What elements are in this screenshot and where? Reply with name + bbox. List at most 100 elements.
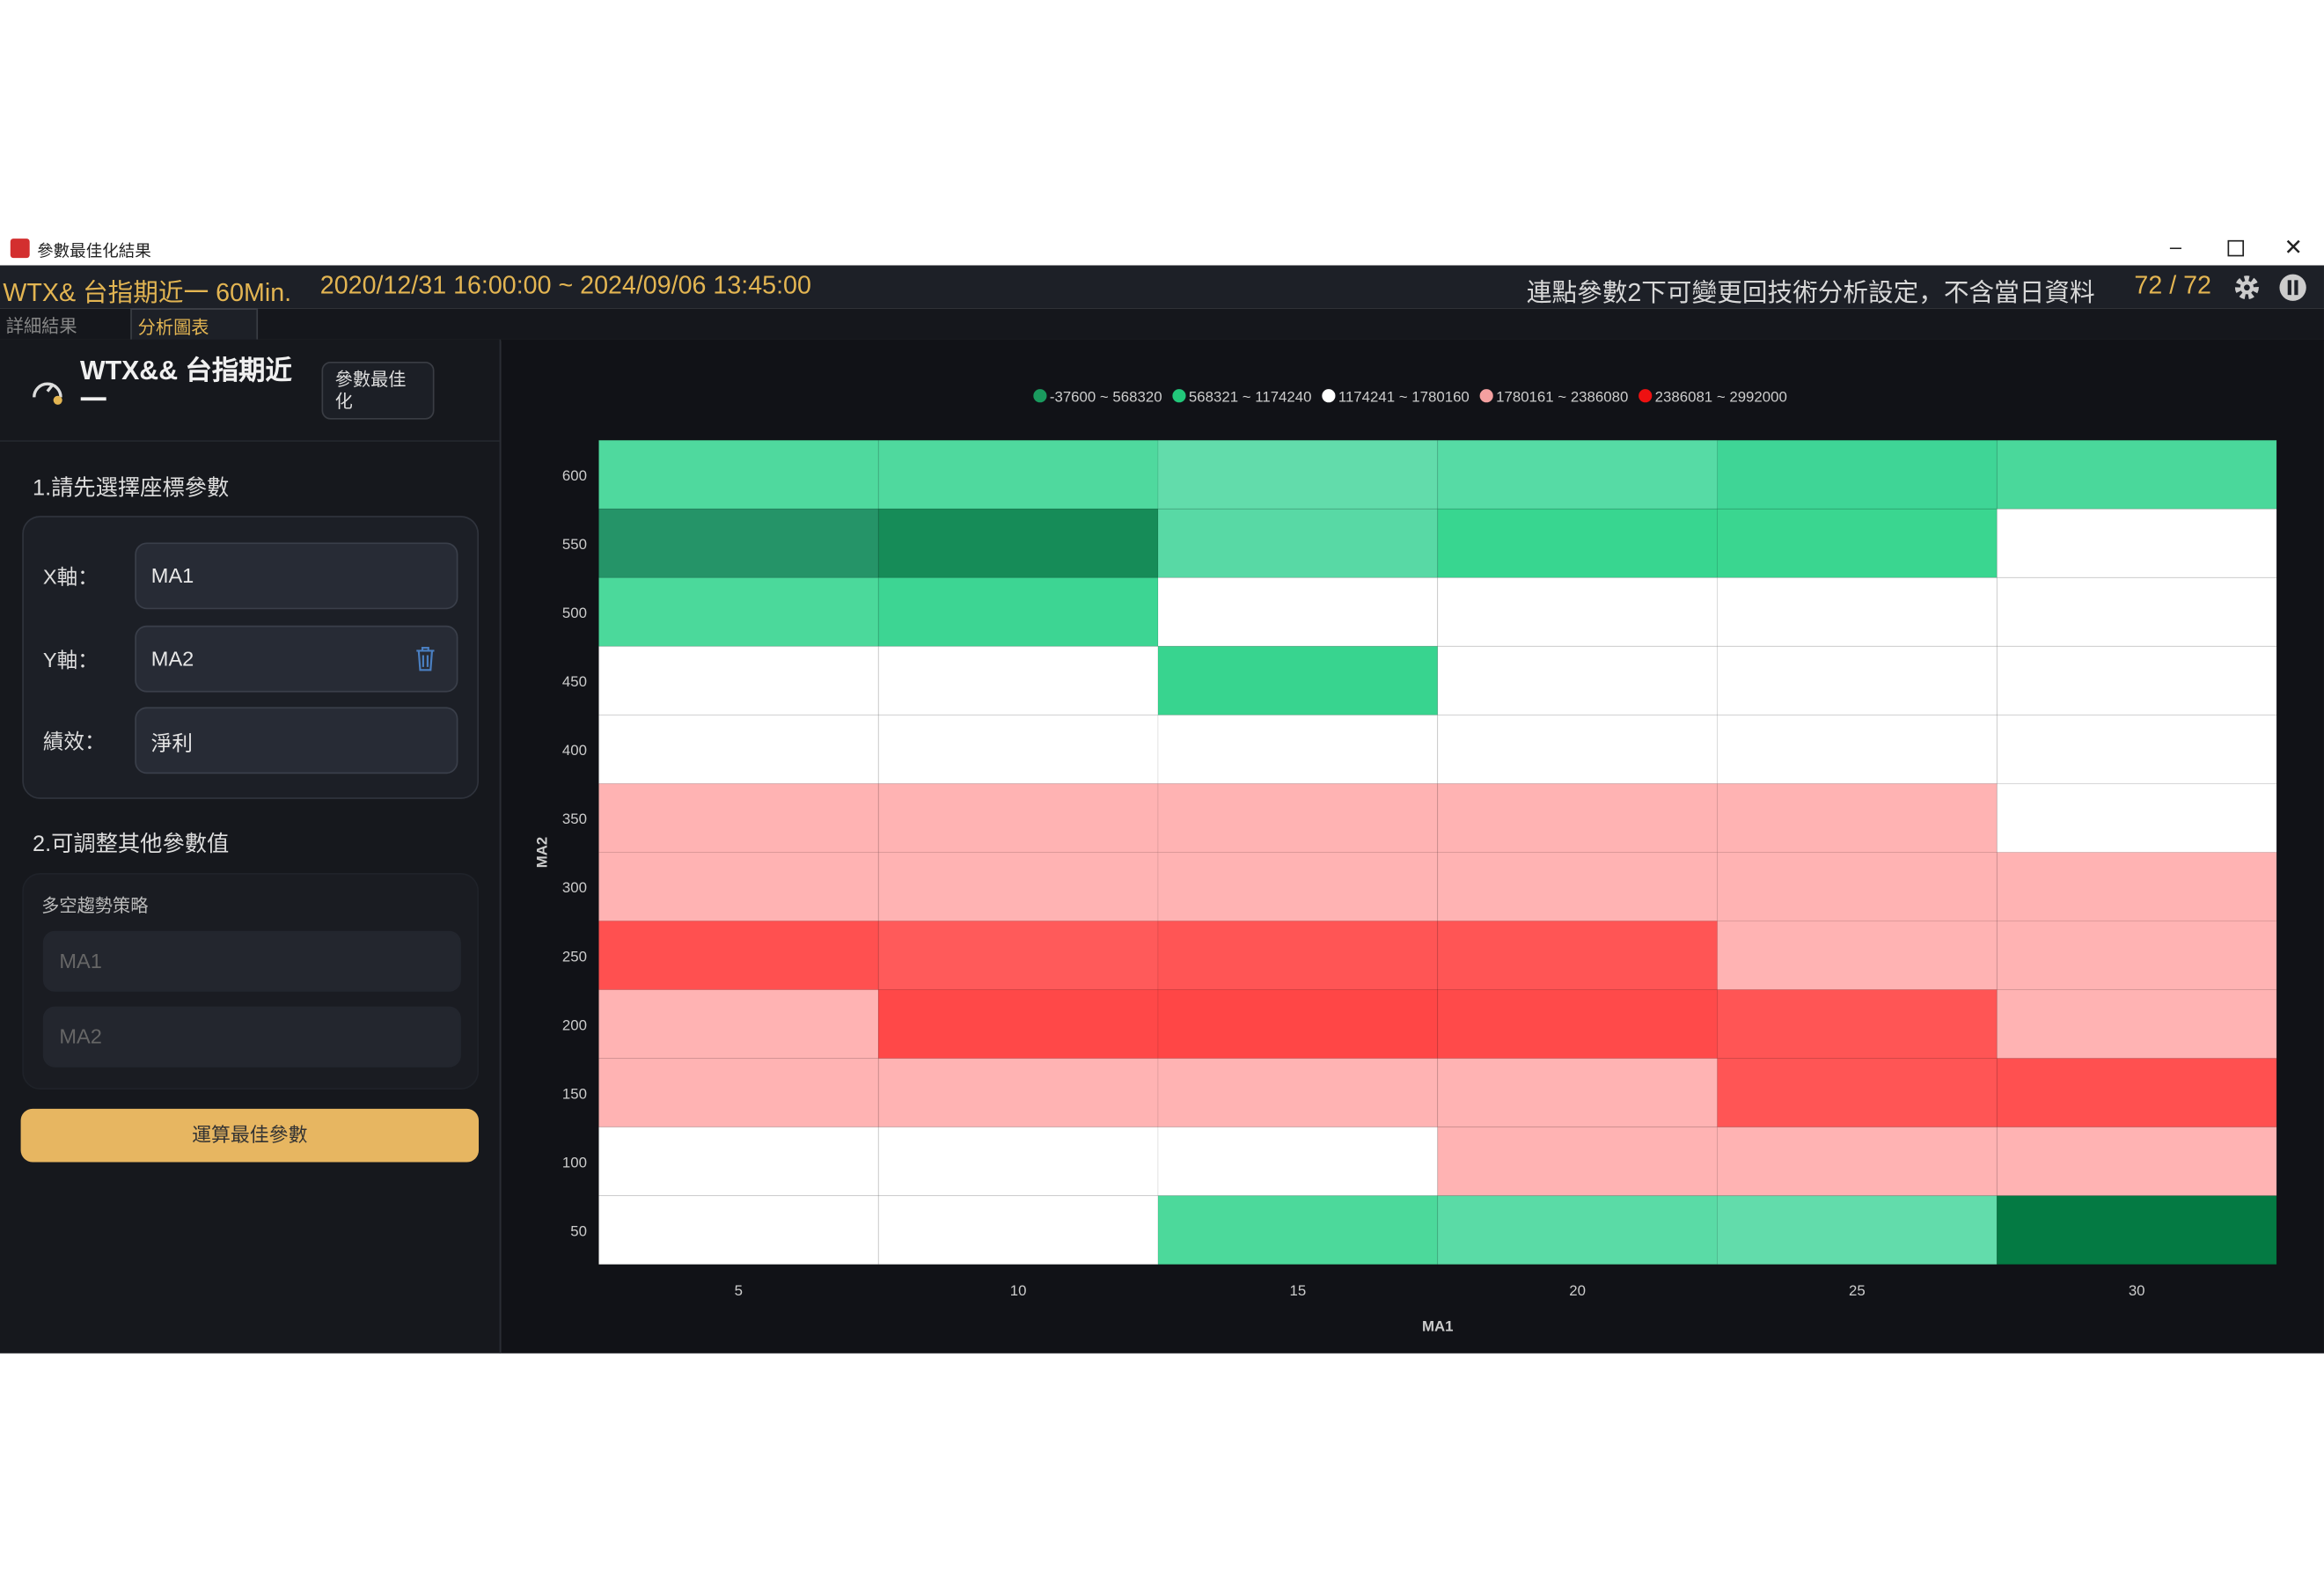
panel-title: WTX&& 台指期近一 [79,356,292,415]
x-tick-label: 15 [1290,1282,1307,1299]
heatmap-cell [1717,576,1998,647]
x-tick-label: 30 [2129,1282,2145,1299]
x-select[interactable]: MA1 [135,542,458,610]
heatmap-cell [877,576,1159,647]
heatmap-cell [1996,714,2277,784]
heatmap-cell [877,782,1159,853]
field-label: 績效： [42,729,106,753]
tab[interactable]: 詳細結果 [5,315,77,337]
x-axis-label: MA1 [1422,1318,1454,1335]
close-button[interactable]: ✕ [2284,235,2303,261]
y-tick-label: 300 [562,879,587,896]
heatmap-cell [1717,714,1998,784]
heatmap-cell [597,1126,879,1197]
maximize-button[interactable] [2227,239,2245,257]
placeholder: MA1 [59,948,102,972]
tab-bar: 詳細結果 分析圖表 [0,308,2324,341]
heatmap-cell [1717,645,1998,715]
side-panel: WTX&& 台指期近一 參數最佳化 1.請先選擇座標參數 X軸： MA1 Y軸：… [0,339,502,1354]
strategy-name: 多空趨勢策略 [41,895,149,916]
delete-icon[interactable] [415,646,436,671]
section-title: 2.可調整其他參數值 [33,831,230,857]
heatmap-cell [1717,439,1998,510]
heatmap-cell [1437,508,1719,578]
heatmap-cell [597,645,879,715]
symbol: WTX& 台指期近一 60Min. [3,278,292,307]
heatmap-cell [877,851,1159,922]
heatmap-cell [1717,989,1998,1060]
heatmap-cell [597,1195,879,1266]
heatmap-cell [1717,921,1998,991]
y-tick-label: 100 [562,1154,587,1170]
heatmap-chart: 600 550 500 450 400 350 300 250 200 150 100 50 5 10 15… [534,388,2277,1335]
heatmap-cell [1157,851,1439,922]
heatmap-cell [1996,1126,2277,1197]
heatmap-cell [597,439,879,510]
param-input[interactable]: MA1 [42,930,461,992]
count: 72 / 72 [2134,271,2211,300]
heatmap-cell [877,1058,1159,1128]
x-tick-label: 25 [1849,1282,1866,1299]
heatmap-cell [1157,782,1439,853]
settings-icon[interactable] [2232,273,2262,303]
heatmap-cell [1437,921,1719,991]
heatmap-cell [1717,1058,1998,1128]
heatmap-cell [1437,1195,1719,1266]
heatmap-cell [1717,1195,1998,1266]
legend-marker [1322,389,1336,403]
heatmap-cell [1996,1058,2277,1128]
y-tick-label: 500 [562,605,587,621]
param-box: 多空趨勢策略 MA1 MA2 [22,873,480,1090]
y-tick-label: 250 [562,948,587,965]
param-input[interactable]: MA2 [42,1006,461,1068]
heatmap-cell [1157,439,1439,510]
y-tick-label: 350 [562,811,587,827]
placeholder: MA2 [59,1024,102,1048]
metric-select[interactable]: 淨利 [135,707,458,774]
heatmap-cell [1437,439,1719,510]
heatmap-cell [1437,645,1719,715]
speed-icon [33,382,62,405]
heatmap-cell [597,921,879,991]
legend-label: 1780161 ~ 2386080 [1496,388,1628,405]
heatmap-cell [1996,645,2277,715]
optimize-button[interactable]: 參數最佳化 [321,361,435,420]
y-tick-label: 400 [562,742,587,759]
run-button[interactable]: 運算最佳參數 [20,1108,480,1163]
hint: 連點參數2下可變更回技術分析設定，不含當日資料 [1526,278,2095,307]
y-tick-label: 200 [562,1016,587,1033]
heatmap-cell [597,1058,879,1128]
heatmap-cell [597,576,879,647]
y-axis-label: MA2 [534,837,551,869]
heatmap-cell [877,1126,1159,1197]
chart-area: 600 550 500 450 400 350 300 250 200 150 100 50 5 10 15… [501,339,2324,1354]
heatmap-cell [1717,782,1998,853]
header-bar: WTX& 台指期近一 60Min. 2020/12/31 16:00:00 ~ … [0,265,2324,309]
y-tick-label: 450 [562,673,587,690]
heatmap-cell [877,921,1159,991]
minimize-button[interactable]: – [2169,234,2181,259]
legend-marker [1639,389,1653,403]
date-range: 2020/12/31 16:00:00 ~ 2024/09/06 13:45:0… [319,271,811,300]
section-title: 1.請先選擇座標參數 [33,475,230,502]
legend-marker [1479,389,1493,403]
heatmap-cell [1996,508,2277,578]
heatmap-cell [1157,645,1439,715]
y-tick-label: 50 [570,1222,587,1239]
heatmap-cell [597,989,879,1060]
heatmap-cell [1437,576,1719,647]
heatmap-cell [877,1195,1159,1266]
heatmap-cell [1996,921,2277,991]
x-tick-label: 10 [1010,1282,1027,1299]
heatmap-cell [1437,989,1719,1060]
heatmap-cell [597,851,879,922]
heatmap-cell [1437,851,1719,922]
y-select[interactable]: MA2 [135,625,458,693]
pause-icon[interactable] [2278,273,2308,303]
axis-box: X軸： MA1 Y軸： MA2 績效： 淨利 [22,516,480,799]
heatmap-cell [1717,1126,1998,1197]
tab-active[interactable]: 分析圖表 [130,308,259,340]
x-tick-label: 5 [735,1282,743,1299]
heatmap-cell [1157,508,1439,578]
